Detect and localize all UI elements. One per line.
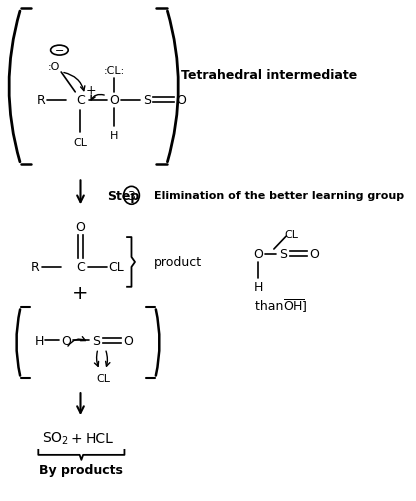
Text: C: C: [76, 261, 85, 274]
Text: O: O: [310, 248, 319, 261]
Text: :CL:: :CL:: [103, 66, 124, 76]
Text: product: product: [154, 256, 202, 269]
Text: than: than: [255, 300, 287, 313]
Text: CL: CL: [74, 137, 87, 147]
Text: HCL: HCL: [86, 431, 114, 445]
Text: Step: Step: [107, 189, 139, 202]
Text: H: H: [35, 334, 44, 347]
Text: SO$_2$: SO$_2$: [42, 430, 69, 446]
Text: CL: CL: [285, 229, 298, 239]
Text: CL: CL: [108, 261, 124, 274]
Text: H: H: [253, 281, 263, 294]
Text: CL: CL: [97, 374, 110, 384]
Text: O: O: [176, 94, 186, 107]
Text: +: +: [70, 431, 82, 445]
Text: R: R: [30, 261, 39, 274]
Text: +: +: [86, 84, 97, 97]
Text: R: R: [37, 94, 45, 107]
Text: By products: By products: [40, 463, 123, 476]
Text: O: O: [109, 94, 119, 107]
Text: :O: :O: [48, 62, 60, 72]
Text: O: O: [253, 248, 263, 261]
Text: S: S: [92, 334, 100, 347]
Text: C: C: [76, 94, 85, 107]
Text: ]: ]: [302, 300, 307, 313]
Text: Elimination of the better learning group: Elimination of the better learning group: [154, 191, 404, 201]
Text: Tetrahedral intermediate: Tetrahedral intermediate: [181, 69, 358, 82]
Text: −: −: [55, 46, 64, 56]
Text: O: O: [76, 220, 85, 233]
Text: S: S: [143, 94, 151, 107]
Text: 3: 3: [128, 189, 136, 202]
Text: O: O: [123, 334, 133, 347]
Text: H: H: [110, 130, 118, 140]
Text: S: S: [279, 248, 287, 261]
Text: O: O: [62, 334, 72, 347]
Text: +: +: [72, 284, 89, 303]
Text: $\overline{\mathrm{OH}}$: $\overline{\mathrm{OH}}$: [282, 299, 304, 314]
